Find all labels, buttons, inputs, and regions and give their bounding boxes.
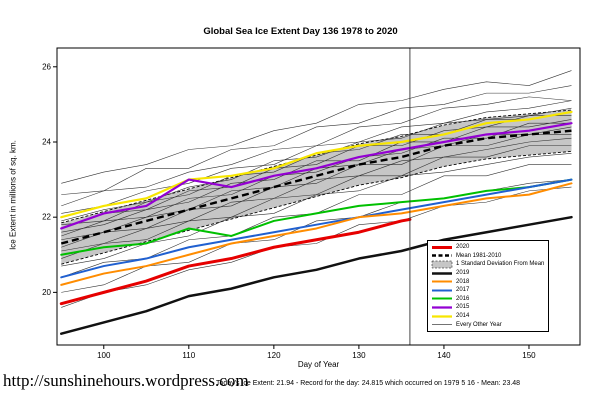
legend-item: 2019: [431, 269, 544, 278]
series-line-2020: [59, 217, 412, 306]
legend-item: 2015: [431, 303, 544, 312]
y-axis-label: Ice Extent in millions of sq. km.: [8, 140, 18, 250]
legend-swatch-icon: [432, 280, 452, 283]
x-tick-label: 110: [182, 351, 195, 360]
legend-label: 2014: [456, 313, 470, 320]
legend-swatch-icon: [432, 314, 452, 318]
chart-title: Global Sea Ice Extent Day 136 1978 to 20…: [203, 26, 398, 37]
legend-swatch-icon: [432, 245, 452, 249]
legend-label: 2017: [456, 287, 470, 294]
plot-frame: [56, 47, 581, 346]
every-other-year-line-16: [61, 186, 572, 308]
legend-item: 2014: [431, 312, 544, 321]
series-line-2015: [60, 122, 573, 230]
every-other-year-line-11: [61, 137, 572, 252]
legend-swatch-icon: [432, 254, 452, 258]
legend-item: 2017: [431, 286, 544, 295]
x-tick-label: 100: [97, 351, 111, 360]
every-other-year-line-7: [61, 119, 572, 233]
x-axis-label: Day of Year: [297, 360, 340, 369]
series-line-2014: [60, 110, 573, 219]
legend-label: 1 Standard Deviation From Mean: [456, 261, 545, 268]
series-line-2018: [60, 182, 573, 286]
series-line-2017: [60, 178, 573, 279]
legend-swatch-icon: [432, 271, 452, 275]
y-tick-label: 24: [42, 137, 51, 146]
band-lower-edge: [61, 150, 572, 265]
legend-swatch-icon: [432, 289, 452, 292]
legend-item: 2020: [431, 243, 544, 252]
chart-legend: 2020 Mean 1981-2010 1 Standard Deviation F…: [427, 240, 550, 332]
legend-item: 2016: [431, 295, 544, 304]
y-tick-label: 26: [42, 62, 51, 71]
legend-swatch-icon: [431, 260, 453, 269]
x-tick-label: 140: [437, 351, 451, 360]
every-other-year-line-1: [61, 85, 572, 195]
series-line-2016: [60, 178, 573, 256]
legend-label: 2020: [456, 244, 470, 251]
legend-label: 2016: [456, 295, 470, 302]
legend-item: 1 Standard Deviation From Mean: [431, 260, 544, 269]
every-other-year-line-3: [61, 100, 572, 214]
legend-label: Every Other Year: [456, 321, 502, 328]
footer-status: Today's Ice Extent: 21.94 - Record for t…: [216, 380, 521, 387]
x-tick-label: 150: [522, 351, 536, 360]
every-other-year-line-0: [61, 70, 572, 184]
x-tick-label: 120: [267, 351, 281, 360]
legend-label: Mean 1981-2010: [456, 252, 502, 259]
legend-swatch-icon: [432, 297, 452, 300]
y-tick-label: 22: [42, 213, 51, 222]
legend-item: Mean 1981-2010: [431, 252, 544, 261]
y-tick-label: 20: [42, 288, 51, 297]
series-line-2019: [60, 215, 573, 335]
legend-item: Every Other Year: [431, 320, 544, 329]
x-tick-label: 130: [352, 351, 366, 360]
band-upper-edge: [61, 109, 572, 224]
legend-label: 2018: [456, 278, 470, 285]
site-url: http://sunshinehours.wordpress.com: [3, 371, 249, 390]
legend-swatch-icon: [432, 324, 452, 326]
std-deviation-band: [61, 110, 572, 265]
legend-swatch-icon: [432, 306, 452, 309]
legend-label: 2019: [456, 270, 470, 277]
legend-item: 2018: [431, 277, 544, 286]
legend-label: 2015: [456, 304, 470, 311]
